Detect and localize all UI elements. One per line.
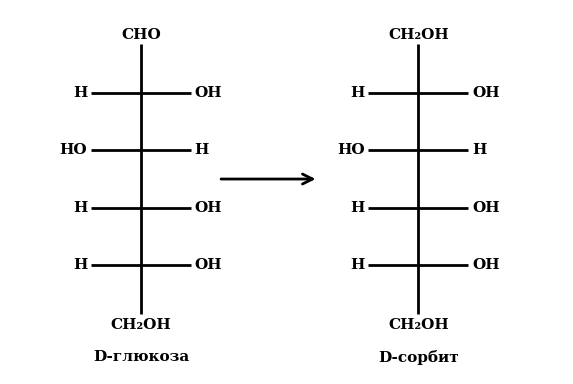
Text: H: H xyxy=(73,258,87,271)
Text: OH: OH xyxy=(195,200,222,215)
Text: OH: OH xyxy=(195,258,222,271)
Text: H: H xyxy=(472,144,486,157)
Text: CH₂OH: CH₂OH xyxy=(388,28,449,41)
Text: H: H xyxy=(350,86,365,100)
Text: CHO: CHO xyxy=(121,28,161,41)
Text: H: H xyxy=(73,86,87,100)
Text: HO: HO xyxy=(337,144,365,157)
Text: H: H xyxy=(73,200,87,215)
Text: HO: HO xyxy=(60,144,87,157)
Text: H: H xyxy=(195,144,209,157)
Text: OH: OH xyxy=(472,86,500,100)
Text: CH₂OH: CH₂OH xyxy=(111,318,171,332)
Text: CH₂OH: CH₂OH xyxy=(388,318,449,332)
Text: OH: OH xyxy=(195,86,222,100)
Text: D-сорбит: D-сорбит xyxy=(378,350,459,365)
Text: H: H xyxy=(350,258,365,271)
Text: OH: OH xyxy=(472,200,500,215)
Text: H: H xyxy=(350,200,365,215)
Text: D-глюкоза: D-глюкоза xyxy=(93,350,189,364)
Text: OH: OH xyxy=(472,258,500,271)
